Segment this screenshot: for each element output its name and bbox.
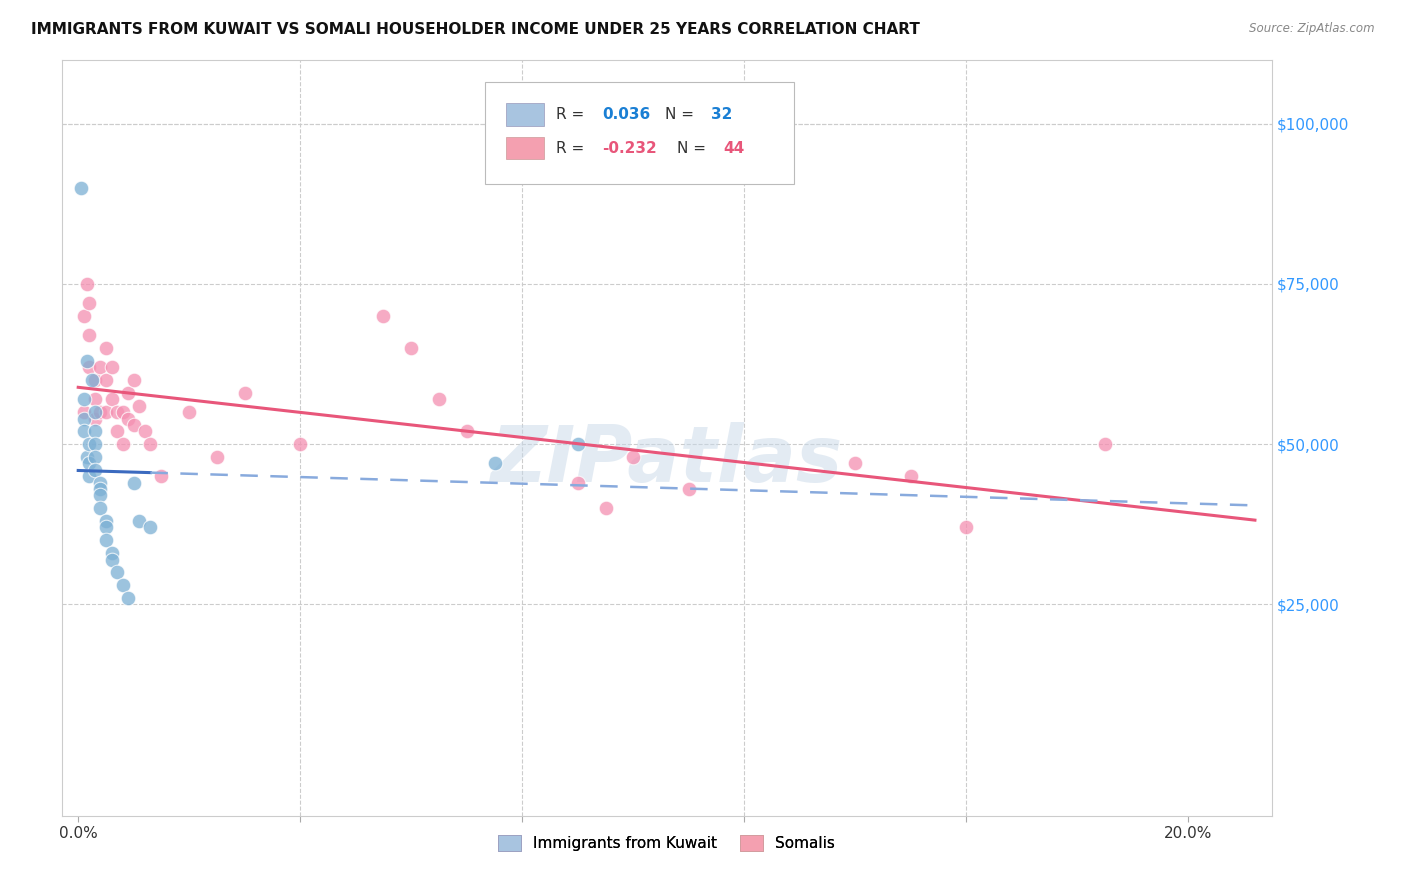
Point [290,437,312,451]
Point [94,533,117,548]
Point [83,405,105,419]
Point [567,475,589,490]
Point [955,520,977,534]
Point [678,482,700,496]
Text: 44: 44 [724,141,745,155]
Point [399,341,422,355]
Point [100,360,122,375]
Text: R =: R = [557,107,589,122]
Text: 0.036: 0.036 [602,107,651,122]
Bar [506,136,544,160]
Point [139,520,162,534]
Point [1094,437,1116,451]
Bar [506,103,544,126]
Text: ZIPatlas: ZIPatlas [491,423,842,499]
Point [83,437,105,451]
Text: R =: R = [557,141,589,155]
Point [205,450,228,464]
Legend: Immigrants from Kuwait, Somalis: Immigrants from Kuwait, Somalis [492,830,841,857]
Text: N =: N = [678,141,711,155]
Point [179,405,201,419]
Point [70,181,93,195]
Point [111,405,134,419]
Point [79,469,101,483]
Point [94,514,117,528]
Point [79,437,101,451]
Point [567,437,589,451]
Point [89,360,111,375]
Point [100,552,122,566]
Point [79,328,101,343]
Point [94,341,117,355]
Point [117,411,139,425]
Point [89,488,111,502]
Text: IMMIGRANTS FROM KUWAIT VS SOMALI HOUSEHOLDER INCOME UNDER 25 YEARS CORRELATION C: IMMIGRANTS FROM KUWAIT VS SOMALI HOUSEHO… [31,22,920,37]
Point [73,405,96,419]
Point [595,501,617,516]
Point [111,578,134,592]
Point [79,296,101,310]
Text: -0.232: -0.232 [602,141,657,155]
Point [105,425,128,439]
Point [105,405,128,419]
Point [117,385,139,400]
Point [373,309,395,323]
Point [105,566,128,580]
Text: Source: ZipAtlas.com: Source: ZipAtlas.com [1250,22,1375,36]
Point [79,456,101,470]
Point [122,475,145,490]
Point [900,469,922,483]
Point [76,277,98,291]
Point [83,411,105,425]
Point [73,411,96,425]
Point [621,450,644,464]
Point [89,405,111,419]
Point [80,373,103,387]
Point [83,373,105,387]
Point [117,591,139,605]
Point [456,425,478,439]
Point [83,463,105,477]
Point [83,425,105,439]
Point [79,360,101,375]
Point [139,437,162,451]
Point [89,482,111,496]
Point [134,425,156,439]
Point [844,456,866,470]
Text: 32: 32 [711,107,733,122]
Point [76,354,98,368]
Point [94,520,117,534]
Point [73,425,96,439]
Point [100,546,122,560]
Point [233,385,256,400]
Point [94,373,117,387]
Point [150,469,173,483]
Point [128,399,150,413]
Point [89,501,111,516]
Point [89,475,111,490]
Point [83,392,105,407]
Point [128,514,150,528]
Point [122,417,145,432]
Text: N =: N = [665,107,699,122]
Point [73,309,96,323]
FancyBboxPatch shape [485,82,793,185]
Point [94,405,117,419]
Point [73,392,96,407]
Point [76,450,98,464]
Point [83,450,105,464]
Point [100,392,122,407]
Point [111,437,134,451]
Point [122,373,145,387]
Point [427,392,450,407]
Point [484,456,506,470]
